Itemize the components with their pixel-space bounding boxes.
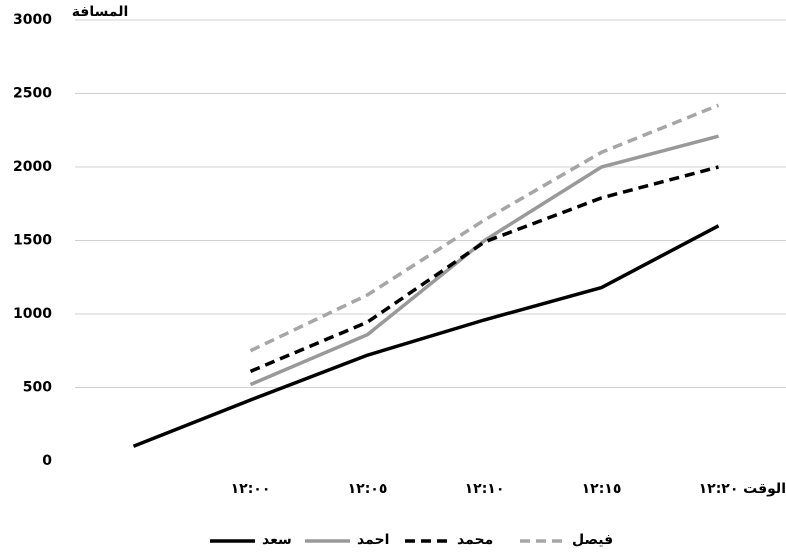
x-tick-label: ١٢:٠٥ <box>348 481 388 497</box>
y-tick-label: 2500 <box>13 86 52 102</box>
legend-label: احمد <box>357 532 389 548</box>
legend-label: فيصل <box>572 532 613 548</box>
y-tick-label: 0 <box>42 453 52 469</box>
y-tick-label: 2000 <box>13 159 52 175</box>
y-tick-label: 3000 <box>13 12 52 28</box>
y-axis-label: المسافة <box>72 4 129 20</box>
series-line <box>249 103 720 353</box>
series-line <box>132 224 720 448</box>
y-tick-label: 1000 <box>13 306 52 322</box>
legend-label: سعد <box>262 532 292 548</box>
series-line <box>249 134 719 387</box>
series-line <box>249 165 719 373</box>
x-tick-label: ١٢:٠٠ <box>231 481 271 497</box>
x-axis-label: الوقت <box>743 481 786 497</box>
y-tick-label: 500 <box>23 380 52 396</box>
x-tick-label: ١٢:١٥ <box>582 481 622 497</box>
legend-label: محمد <box>457 532 493 548</box>
y-tick-label: 1500 <box>13 233 52 249</box>
x-tick-label: ١٢:٢٠ <box>699 481 739 497</box>
x-tick-label: ١٢:١٠ <box>465 481 505 497</box>
